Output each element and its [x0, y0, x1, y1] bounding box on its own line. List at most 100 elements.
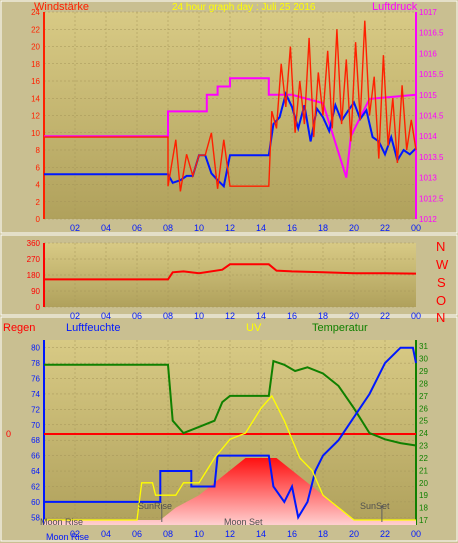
bot-x-tick-5: 12	[225, 529, 235, 539]
bot-right-y-tick-3: 20	[419, 479, 428, 488]
top-x-tick-9: 20	[349, 223, 359, 233]
top-right-y-tick-3: 1013.5	[419, 153, 444, 162]
compass-label-1: W	[436, 257, 449, 272]
top-x-tick-3: 08	[163, 223, 173, 233]
bot-left-y-tick-11: 80	[31, 344, 40, 353]
compass-label-0: N	[436, 239, 445, 254]
top-right-y-tick-0: 1012	[419, 215, 437, 224]
series-uv	[44, 394, 416, 521]
bot-left-y-tick-8: 74	[31, 390, 40, 399]
series-wind	[44, 20, 417, 192]
bot-x-tick-2: 06	[132, 529, 142, 539]
bot-x-tick-3: 08	[163, 529, 173, 539]
top-chart-title: 24 hour graph day : Juli 25 2016	[172, 2, 316, 13]
bot-left-y-tick-10: 78	[31, 359, 40, 368]
top-right-y-tick-4: 1014	[419, 132, 437, 141]
compass-label-4: N	[436, 310, 445, 325]
mid-x-tick-3: 08	[163, 311, 173, 321]
series-humidity	[44, 346, 417, 521]
mid-left-y-tick-4: 360	[27, 239, 41, 248]
mid-x-tick-7: 16	[287, 311, 297, 321]
compass-label-2: S	[437, 275, 446, 290]
top-x-tick-0: 02	[70, 223, 80, 233]
top-left-y-tick-2: 4	[36, 181, 41, 190]
mid-x-tick-11: 00	[411, 311, 421, 321]
bot-left-y-tick-2: 62	[31, 482, 40, 491]
bot-left-y-tick-0: 58	[31, 513, 40, 522]
bot-x-tick-6: 14	[256, 529, 266, 539]
top-right-y-tick-6: 1015	[419, 91, 437, 100]
bot-right-y-tick-8: 25	[419, 417, 428, 426]
top-x-tick-6: 14	[256, 223, 266, 233]
mid-x-tick-4: 10	[194, 311, 204, 321]
bot-right-y-tick-4: 21	[419, 466, 428, 475]
series-solar	[44, 458, 416, 525]
top-right-y-tick-10: 1017	[419, 8, 437, 17]
top-right-axis-label: Luftdruck	[372, 1, 418, 13]
top-x-tick-5: 12	[225, 223, 235, 233]
bot-left-y-tick-7: 72	[31, 405, 40, 414]
top-left-y-tick-7: 14	[31, 94, 40, 103]
top-left-axis-label: Windstärke	[34, 1, 89, 13]
compass-label-3: O	[436, 293, 446, 308]
bot-right-y-tick-12: 29	[419, 367, 428, 376]
top-left-y-tick-1: 2	[36, 198, 41, 207]
mid-left-y-tick-2: 180	[27, 271, 41, 280]
mid-x-tick-0: 02	[70, 311, 80, 321]
bot-right-y-tick-13: 30	[419, 355, 428, 364]
rain-label: Regen	[3, 322, 35, 334]
top-left-y-tick-5: 10	[31, 129, 40, 138]
moon-rise-footer: Moon Rise	[46, 532, 89, 542]
mid-left-y-tick-3: 270	[27, 255, 41, 264]
bot-left-y-tick-3: 64	[31, 467, 40, 476]
moon-set-annotation: Moon Set	[224, 517, 263, 527]
series-pressure	[44, 77, 417, 178]
top-left-y-tick-3: 6	[36, 163, 41, 172]
bot-left-y-tick-5: 68	[31, 436, 40, 445]
top-right-y-tick-5: 1014.5	[419, 112, 444, 121]
top-left-y-tick-6: 12	[31, 112, 40, 121]
uv-label: UV	[246, 322, 262, 334]
top-x-tick-2: 06	[132, 223, 142, 233]
bot-left-y-tick-6: 70	[31, 421, 40, 430]
bot-right-y-tick-2: 19	[419, 491, 428, 500]
mid-left-y-tick-1: 90	[31, 287, 40, 296]
mid-panel-frame	[0, 234, 458, 316]
bot-right-y-tick-5: 22	[419, 454, 428, 463]
sun-rise-annotation: SunRise	[138, 501, 172, 511]
bot-left-y-tick-9: 76	[31, 375, 40, 384]
bot-right-y-tick-9: 26	[419, 404, 428, 413]
top-x-tick-10: 22	[380, 223, 390, 233]
bot-right-y-tick-14: 31	[419, 342, 428, 351]
top-left-y-tick-0: 0	[36, 215, 41, 224]
mid-x-tick-10: 22	[380, 311, 390, 321]
top-x-tick-8: 18	[318, 223, 328, 233]
top-x-tick-1: 04	[101, 223, 111, 233]
mid-x-tick-6: 14	[256, 311, 266, 321]
series-direction	[44, 263, 417, 281]
bot-right-y-tick-0: 17	[419, 516, 428, 525]
top-right-y-tick-7: 1015.5	[419, 70, 444, 79]
bot-x-tick-0: 02	[70, 529, 80, 539]
mid-left-y-tick-0: 0	[36, 303, 41, 312]
top-right-y-tick-2: 1013	[419, 174, 437, 183]
top-right-y-tick-8: 1016	[419, 49, 437, 58]
mid-x-tick-8: 18	[318, 311, 328, 321]
bot-right-y-tick-10: 27	[419, 392, 428, 401]
bot-x-tick-4: 10	[194, 529, 204, 539]
humidity-label: Luftfeuchte	[66, 322, 120, 334]
mid-x-tick-2: 06	[132, 311, 142, 321]
top-x-tick-11: 00	[411, 223, 421, 233]
top-right-y-tick-9: 1016.5	[419, 29, 444, 38]
bot-right-y-tick-1: 18	[419, 504, 428, 513]
sun-set-annotation: SunSet	[360, 501, 390, 511]
series-temperature	[44, 359, 417, 447]
bot-left-y-tick-1: 60	[31, 498, 40, 507]
bot-x-tick-11: 00	[411, 529, 421, 539]
bot-right-y-tick-11: 28	[419, 379, 428, 388]
top-right-y-tick-1: 1012.5	[419, 194, 444, 203]
top-x-tick-7: 16	[287, 223, 297, 233]
top-left-y-tick-9: 18	[31, 60, 40, 69]
